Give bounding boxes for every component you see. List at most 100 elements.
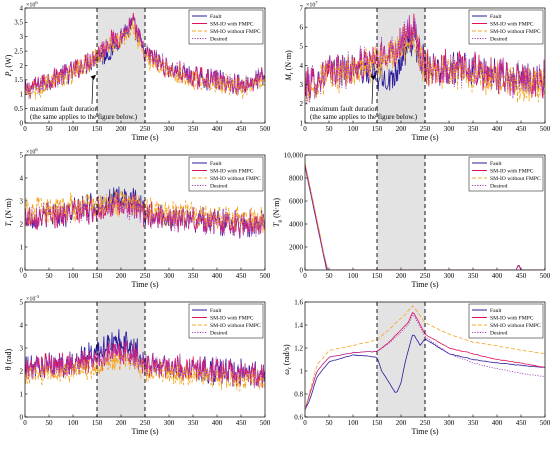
x-tick-label: 350: [188, 125, 199, 133]
x-tick-label: 300: [164, 125, 175, 133]
x-tick-label: 350: [468, 125, 479, 133]
x-tick-label: 500: [260, 272, 271, 280]
y-tick-label: 4: [300, 62, 304, 70]
x-tick-label: 450: [516, 419, 527, 427]
series-line-sm_io_fmpc: [305, 13, 545, 99]
x-tick-label: 300: [164, 419, 175, 427]
x-tick-label: 150: [372, 272, 383, 280]
legend-label: Fault: [490, 308, 502, 314]
legend-label: SM-IO without FMPC: [210, 29, 261, 35]
y-tick-label: 4: [20, 174, 24, 182]
series-line-desired: [25, 339, 265, 389]
x-tick-label: 250: [140, 272, 151, 280]
annotation-text: (the same applies to the figure below.): [310, 113, 418, 121]
x-tick-label: 400: [212, 419, 223, 427]
y-tick-label: 1: [300, 119, 304, 127]
y-tick-label: 0: [20, 266, 24, 274]
y-tick-label: 1: [20, 243, 24, 251]
legend-label: SM-IO with FMPC: [490, 316, 534, 322]
axis-label: Tr (N·m): [4, 198, 15, 227]
x-axis-label: Time (s): [131, 280, 158, 289]
x-tick-label: 100: [68, 272, 79, 280]
axis-exponent: ×106: [26, 0, 38, 9]
x-tick-label: 500: [260, 125, 271, 133]
x-tick-label: 300: [444, 272, 455, 280]
chart-panel-4: 0 50 100 150 200 250 300 350 400 450 500 0 2000 4000 6…: [272, 151, 550, 289]
legend-label: SM-IO with FMPC: [490, 169, 534, 175]
y-tick-label: 6000: [289, 197, 304, 205]
x-tick-label: 200: [116, 272, 127, 280]
axis-label: ωr (rad/s): [282, 344, 293, 375]
legend-label: Fault: [210, 161, 222, 167]
series-line-sm_io_without: [25, 18, 265, 100]
y-tick-label: 8000: [289, 174, 304, 182]
x-axis-label: Time (s): [411, 427, 438, 436]
x-tick-label: 100: [348, 272, 359, 280]
y-tick-label: 0: [300, 266, 304, 274]
y-tick-label: 2.5: [14, 47, 23, 55]
legend-label: SM-IO without FMPC: [210, 323, 261, 329]
series-line-desired: [305, 314, 545, 411]
x-tick-label: 400: [492, 272, 503, 280]
y-tick-label: 5: [20, 151, 24, 159]
axis-exponent: ×107: [306, 0, 318, 9]
legend-label: Desired: [490, 184, 508, 190]
y-tick-label: 4: [20, 4, 24, 12]
y-tick-label: 3: [300, 81, 304, 89]
fault-window-shade: [97, 8, 145, 123]
x-axis-label: Time (s): [131, 427, 158, 436]
x-tick-label: 250: [420, 419, 431, 427]
y-tick-label: 0.6: [294, 413, 303, 421]
x-tick-label: 50: [46, 272, 54, 280]
legend-label: Desired: [210, 37, 228, 43]
chart-panel-5: 0 50 100 150 200 250 300 350 400 450 500 0 1 2 3 4 5 ×10-…: [4, 294, 271, 436]
annotation-arrow: [91, 77, 94, 105]
x-tick-label: 300: [164, 272, 175, 280]
y-tick-label: 1: [300, 367, 304, 375]
x-tick-label: 450: [516, 272, 527, 280]
x-tick-label: 250: [140, 125, 151, 133]
x-tick-label: 150: [92, 419, 103, 427]
fault-window-shade: [377, 155, 425, 270]
y-tick-label: 1.4: [294, 321, 303, 329]
chart-panel-2: 0 50 100 150 200 250 300 350 400 450 500 1 2 3 4 5 6 7 ×10…: [284, 0, 550, 142]
x-tick-label: 200: [396, 125, 407, 133]
x-tick-label: 350: [468, 272, 479, 280]
x-tick-label: 400: [212, 272, 223, 280]
x-tick-label: 50: [326, 272, 334, 280]
legend-label: SM-IO with FMPC: [490, 22, 534, 28]
x-axis-label: Time (s): [411, 280, 438, 289]
y-tick-label: 3: [20, 344, 24, 352]
y-tick-label: 4: [20, 321, 24, 329]
fault-window-shade: [377, 8, 425, 123]
legend-label: SM-IO without FMPC: [210, 176, 261, 182]
series-line-sm_io_without: [305, 24, 545, 104]
x-tick-label: 200: [396, 272, 407, 280]
annotation-arrow: [371, 77, 374, 105]
y-tick-label: 0: [20, 119, 24, 127]
y-tick-label: 1: [20, 390, 24, 398]
x-tick-label: 450: [516, 125, 527, 133]
y-tick-label: 7: [300, 4, 304, 12]
legend-label: Fault: [490, 14, 502, 20]
x-tick-label: 150: [372, 125, 383, 133]
x-tick-label: 400: [492, 419, 503, 427]
series-line-desired: [25, 192, 265, 239]
fault-window-shade: [377, 302, 425, 417]
x-tick-label: 50: [46, 125, 54, 133]
legend-label: SM-IO without FMPC: [490, 176, 541, 182]
y-tick-label: 4000: [289, 220, 304, 228]
y-tick-label: 0.5: [14, 105, 23, 113]
axis-label: Pr (W): [4, 54, 15, 77]
x-axis-label: Time (s): [131, 133, 158, 142]
x-tick-label: 250: [420, 125, 431, 133]
x-tick-label: 450: [236, 272, 247, 280]
legend-label: Desired: [490, 331, 508, 337]
x-tick-label: 150: [92, 125, 103, 133]
legend-label: SM-IO with FMPC: [210, 316, 254, 322]
annotation-arrowhead: [90, 74, 96, 80]
x-tick-label: 100: [68, 125, 79, 133]
legend-label: SM-IO without FMPC: [490, 323, 541, 329]
y-tick-label: 2: [20, 220, 24, 228]
annotation-text: maximum fault duration: [310, 105, 379, 113]
